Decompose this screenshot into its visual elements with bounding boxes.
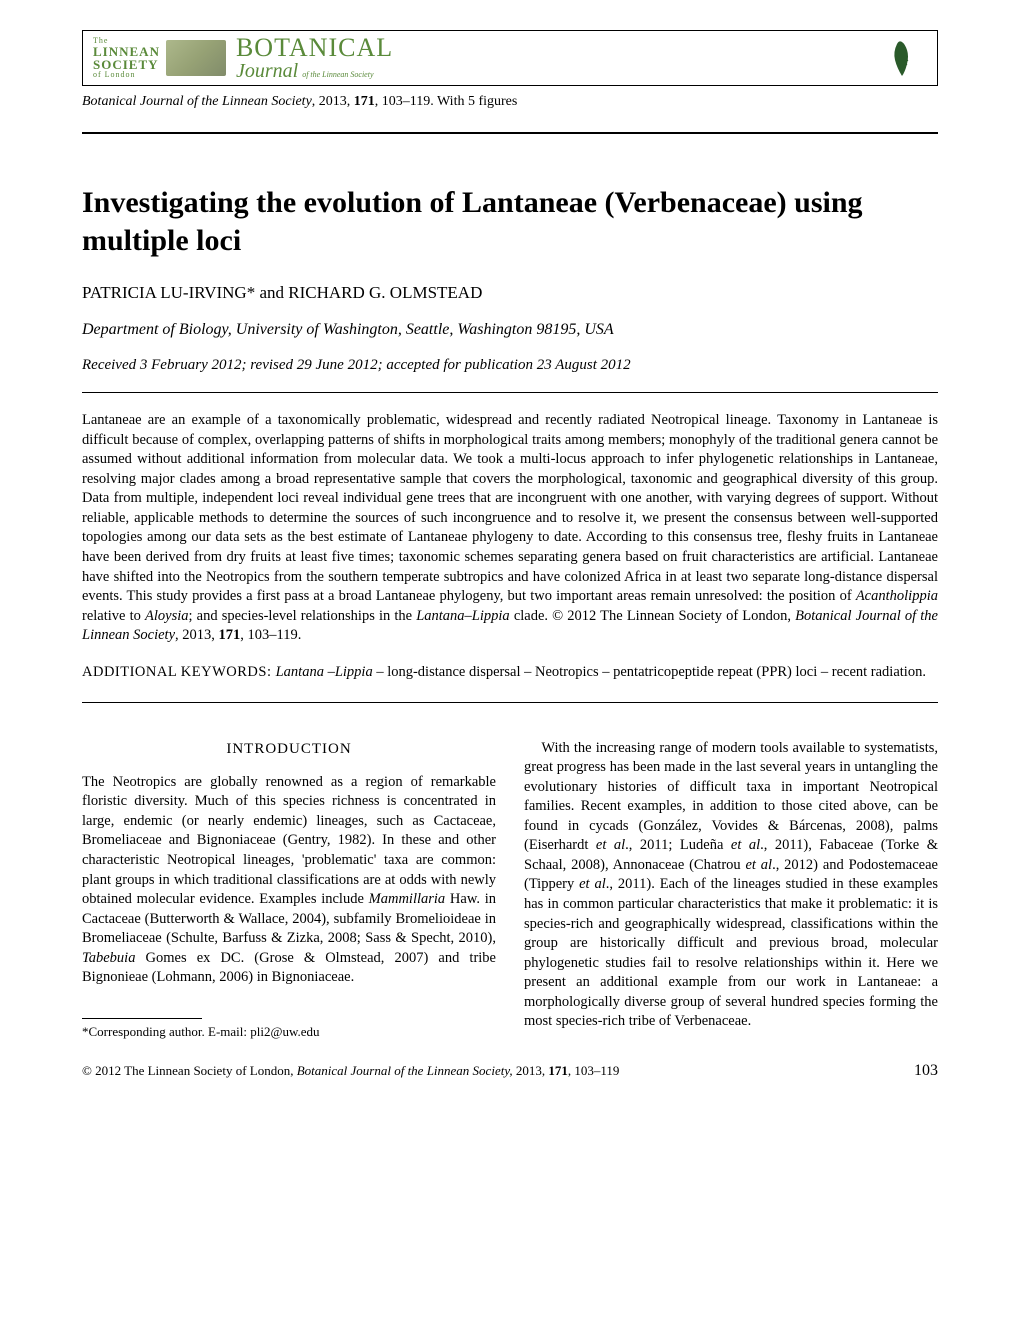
citation-journal: Botanical Journal of the Linnean Society xyxy=(82,94,312,109)
col1-p1a: The Neotropics are globally renowned as … xyxy=(82,774,496,907)
footer-copyright: © 2012 The Linnean Society of London, xyxy=(82,1063,297,1078)
journal-title-block: BOTANICAL Journal of the Linnean Society xyxy=(236,35,393,81)
col1-p1c: Gomes ex DC. (Grose & Olmstead, 2007) an… xyxy=(82,950,496,986)
col2-i1: et al xyxy=(596,837,625,853)
citation-volume: 171 xyxy=(354,94,375,109)
keywords-d1: – xyxy=(328,664,335,680)
publication-dates: Received 3 February 2012; revised 29 Jun… xyxy=(82,357,938,374)
abstract-i1: Acantholippia xyxy=(856,588,938,604)
corresponding-author-footnote: *Corresponding author. E-mail: pli2@uw.e… xyxy=(82,1023,496,1041)
journal-header-bar: The LINNEAN SOCIETY of London BOTANICAL … xyxy=(82,30,938,86)
fern-icon xyxy=(877,38,927,78)
abstract-vol: 171 xyxy=(219,627,241,643)
abstract-i3: Lantana–Lippia xyxy=(416,608,509,624)
right-column: With the increasing range of modern tool… xyxy=(524,739,938,1041)
introduction-heading: INTRODUCTION xyxy=(82,739,496,759)
abstract-p5: , 2013, xyxy=(175,627,219,643)
col2-paragraph: With the increasing range of modern tool… xyxy=(524,739,938,1032)
col2-i3: et al xyxy=(745,857,772,873)
abstract-bottom-rule xyxy=(82,702,938,703)
abstract-text: Lantaneae are an example of a taxonomica… xyxy=(82,411,938,646)
page-footer: © 2012 The Linnean Society of London, Bo… xyxy=(82,1062,938,1080)
journal-name: BOTANICAL xyxy=(236,35,393,61)
footnote-rule xyxy=(82,1018,202,1019)
page-number: 103 xyxy=(914,1062,938,1080)
keywords-line: ADDITIONAL KEYWORDS: Lantana –Lippia – l… xyxy=(82,662,938,684)
footer-journal: Botanical Journal of the Linnean Society… xyxy=(297,1063,516,1078)
col2-p1e: ., 2011). Each of the lineages studied i… xyxy=(524,876,938,1029)
keywords-i2: Lippia xyxy=(335,664,377,680)
abstract-p6: , 103–119. xyxy=(240,627,301,643)
linnean-crest-icon xyxy=(166,40,226,76)
col2-i2: et al xyxy=(731,837,760,853)
article-title: Investigating the evolution of Lantaneae… xyxy=(82,184,938,259)
journal-subtitle: of the Linnean Society xyxy=(302,70,373,79)
abstract-i2: Aloysia xyxy=(145,608,189,624)
header-left-group: The LINNEAN SOCIETY of London BOTANICAL … xyxy=(93,35,393,81)
col2-p1b: ., 2011; Ludeña xyxy=(625,837,731,853)
citation-year: , 2013, xyxy=(312,94,354,109)
left-column: INTRODUCTION The Neotropics are globally… xyxy=(82,739,496,1041)
linnean-society-logo: The LINNEAN SOCIETY of London xyxy=(93,37,226,79)
abstract-p4: clade. © 2012 The Linnean Society of Lon… xyxy=(510,608,795,624)
abstract-top-rule xyxy=(82,392,938,393)
col1-i1: Mammillaria xyxy=(369,891,446,907)
page-container: The LINNEAN SOCIETY of London BOTANICAL … xyxy=(0,0,1020,1110)
col1-i2: Tabebuia xyxy=(82,950,135,966)
abstract-p2: relative to xyxy=(82,608,145,624)
footer-left: © 2012 The Linnean Society of London, Bo… xyxy=(82,1063,619,1079)
footer-pages: , 103–119 xyxy=(568,1063,620,1078)
affiliation: Department of Biology, University of Was… xyxy=(82,321,938,339)
top-rule xyxy=(82,132,938,134)
col1-paragraph: The Neotropics are globally renowned as … xyxy=(82,773,496,988)
linnean-text-block: The LINNEAN SOCIETY of London xyxy=(93,37,160,79)
keywords-rest: – long-distance dispersal – Neotropics –… xyxy=(376,664,926,680)
citation-pages: , 103–119. With 5 figures xyxy=(375,94,518,109)
journal-word: Journal xyxy=(236,60,298,82)
society-sub: of London xyxy=(93,71,160,79)
keywords-i1: Lantana xyxy=(276,664,328,680)
abstract-p1: Lantaneae are an example of a taxonomica… xyxy=(82,412,938,604)
authors: PATRICIA LU-IRVING* and RICHARD G. OLMST… xyxy=(82,283,938,303)
keywords-label: ADDITIONAL KEYWORDS: xyxy=(82,664,276,680)
citation-line: Botanical Journal of the Linnean Society… xyxy=(82,94,938,110)
abstract-p3: ; and species-level relationships in the xyxy=(189,608,417,624)
col2-i4: et al xyxy=(579,876,606,892)
footer-yearvol: 2013, xyxy=(516,1063,549,1078)
footer-vol: 171 xyxy=(548,1063,568,1078)
body-columns: INTRODUCTION The Neotropics are globally… xyxy=(82,739,938,1041)
